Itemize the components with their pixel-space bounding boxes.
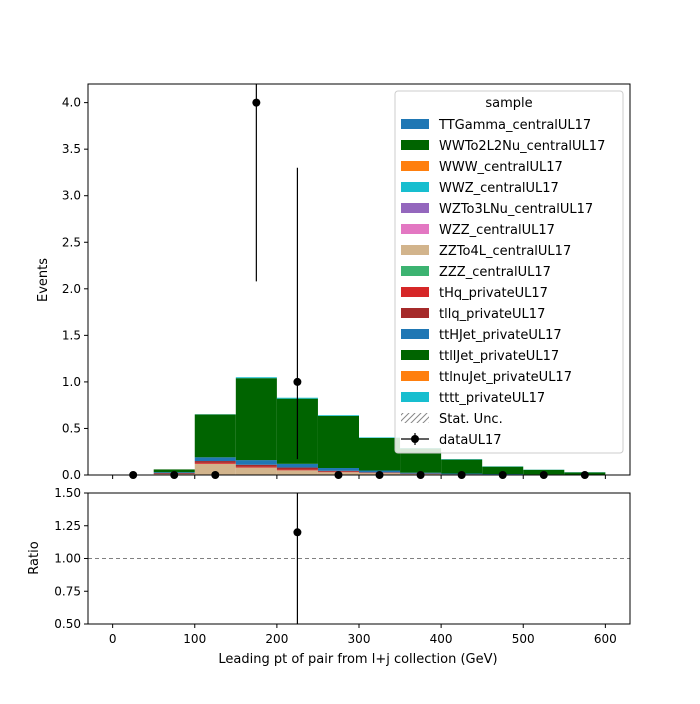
y-tick-label: 3.5 xyxy=(62,142,81,156)
main-x-ticks xyxy=(113,475,606,479)
legend-swatch xyxy=(401,308,429,318)
legend-label: ttlnuJet_privateUL17 xyxy=(439,370,572,385)
data-point xyxy=(252,99,260,107)
legend-label: WWZ_centralUL17 xyxy=(439,181,559,196)
bar-ttllJet_privateUL17-bin-2 xyxy=(195,414,236,457)
legend-swatch xyxy=(401,119,429,129)
bar-ttHJet_privateUL17-bin-3 xyxy=(236,460,277,465)
y-tick-label: 4.0 xyxy=(62,96,81,110)
legend-label-stat-unc: Stat. Unc. xyxy=(439,412,503,427)
x-axis-label: Leading pt of pair from l+j collection (… xyxy=(218,652,497,667)
y-tick-label: 1.5 xyxy=(62,328,81,342)
ratio-point xyxy=(293,528,301,536)
bar-tllq_privateUL17-bin-4 xyxy=(277,468,318,470)
bar-tHq_privateUL17-bin-4 xyxy=(277,469,318,470)
legend-label-data: dataUL17 xyxy=(439,433,502,448)
bar-ttHJet_privateUL17-bin-2 xyxy=(195,457,236,461)
y-tick-label: 3.0 xyxy=(62,189,81,203)
legend-label: tttt_privateUL17 xyxy=(439,391,545,406)
bar-ttllJet_privateUL17-bin-3 xyxy=(236,378,277,460)
ratio-x-tick-label: 0 xyxy=(109,632,117,646)
ratio-y-tick-label: 0.50 xyxy=(54,617,81,631)
ratio-x-tick-label: 100 xyxy=(183,632,206,646)
ratio-x-tick-label: 600 xyxy=(594,632,617,646)
legend-label: WZZ_centralUL17 xyxy=(439,223,555,238)
ratio-x-axis: 0 100 200 300 400 500 600 xyxy=(109,624,617,646)
legend-label: WZTo3LNu_centralUL17 xyxy=(439,202,593,217)
bar-ttllJet_privateUL17-bin-6 xyxy=(359,438,400,471)
bar-tttt_privateUL17-bin-3 xyxy=(236,377,277,378)
y-tick-label: 0.5 xyxy=(62,421,81,435)
legend-swatch xyxy=(401,224,429,234)
main-y-axis: 0.0 0.5 1.0 1.5 2.0 2.5 3.0 3.5 4.0 xyxy=(62,96,88,482)
bar-ttHJet_privateUL17-bin-4 xyxy=(277,464,318,468)
ratio-panel xyxy=(88,493,630,624)
legend-swatch-stat-unc xyxy=(401,413,429,423)
legend-swatch xyxy=(401,161,429,171)
ratio-y-axis: 0.50 0.75 1.00 1.25 1.50 xyxy=(54,486,88,631)
bar-tHq_privateUL17-bin-3 xyxy=(236,467,277,468)
legend-data-marker xyxy=(411,435,419,443)
legend-swatch xyxy=(401,329,429,339)
legend-label: ZZTo4L_centralUL17 xyxy=(439,244,571,259)
ratio-y-tick-label: 1.00 xyxy=(54,552,81,566)
legend-title: sample xyxy=(485,96,532,111)
legend-swatch xyxy=(401,140,429,150)
legend-label: ZZZ_centralUL17 xyxy=(439,265,551,280)
y-tick-label: 2.5 xyxy=(62,235,81,249)
bar-tttt_privateUL17-bin-6 xyxy=(359,437,400,438)
legend-label: TTGamma_centralUL17 xyxy=(438,118,591,133)
legend-label: WWTo2L2Nu_centralUL17 xyxy=(439,139,605,154)
bar-tllq_privateUL17-bin-2 xyxy=(195,461,236,463)
legend-swatch xyxy=(401,350,429,360)
ratio-x-tick-label: 500 xyxy=(512,632,535,646)
ratio-y-tick-label: 1.25 xyxy=(54,519,81,533)
ratio-y-tick-label: 0.75 xyxy=(54,584,81,598)
ratio-x-tick-label: 300 xyxy=(348,632,371,646)
y-tick-label: 1.0 xyxy=(62,375,81,389)
legend-label: tHq_privateUL17 xyxy=(439,286,548,301)
legend-label: tllq_privateUL17 xyxy=(439,307,545,322)
y-tick-label: 2.0 xyxy=(62,282,81,296)
main-y-axis-label: Events xyxy=(36,258,51,302)
bar-ttHJet_privateUL17-bin-5 xyxy=(318,468,359,471)
legend-label: ttHJet_privateUL17 xyxy=(439,328,562,343)
legend-swatch xyxy=(401,392,429,402)
ratio-plot-frame xyxy=(88,493,630,624)
legend-swatch xyxy=(401,245,429,255)
legend: sample TTGamma_centralUL17 WWTo2L2Nu_cent… xyxy=(395,91,623,453)
legend-swatch xyxy=(401,182,429,192)
legend-swatch xyxy=(401,203,429,213)
bar-ttllJet_privateUL17-bin-5 xyxy=(318,416,359,468)
bar-ZZTo4L_centralUL17-bin-4 xyxy=(277,470,318,475)
ratio-y-tick-label: 1.50 xyxy=(54,486,81,500)
bar-ZZTo4L_centralUL17-bin-3 xyxy=(236,468,277,475)
bar-tttt_privateUL17-bin-5 xyxy=(318,415,359,416)
bar-tllq_privateUL17-bin-3 xyxy=(236,465,277,467)
legend-swatch xyxy=(401,371,429,381)
legend-label: WWW_centralUL17 xyxy=(439,160,563,175)
legend-swatch xyxy=(401,287,429,297)
ratio-y-axis-label: Ratio xyxy=(27,541,42,574)
legend-swatch xyxy=(401,266,429,276)
y-tick-label: 0.0 xyxy=(62,468,81,482)
ratio-x-tick-label: 400 xyxy=(430,632,453,646)
data-point xyxy=(293,378,301,386)
ratio-x-tick-label: 200 xyxy=(265,632,288,646)
legend-label: ttllJet_privateUL17 xyxy=(439,349,559,364)
bar-tHq_privateUL17-bin-2 xyxy=(195,463,236,464)
